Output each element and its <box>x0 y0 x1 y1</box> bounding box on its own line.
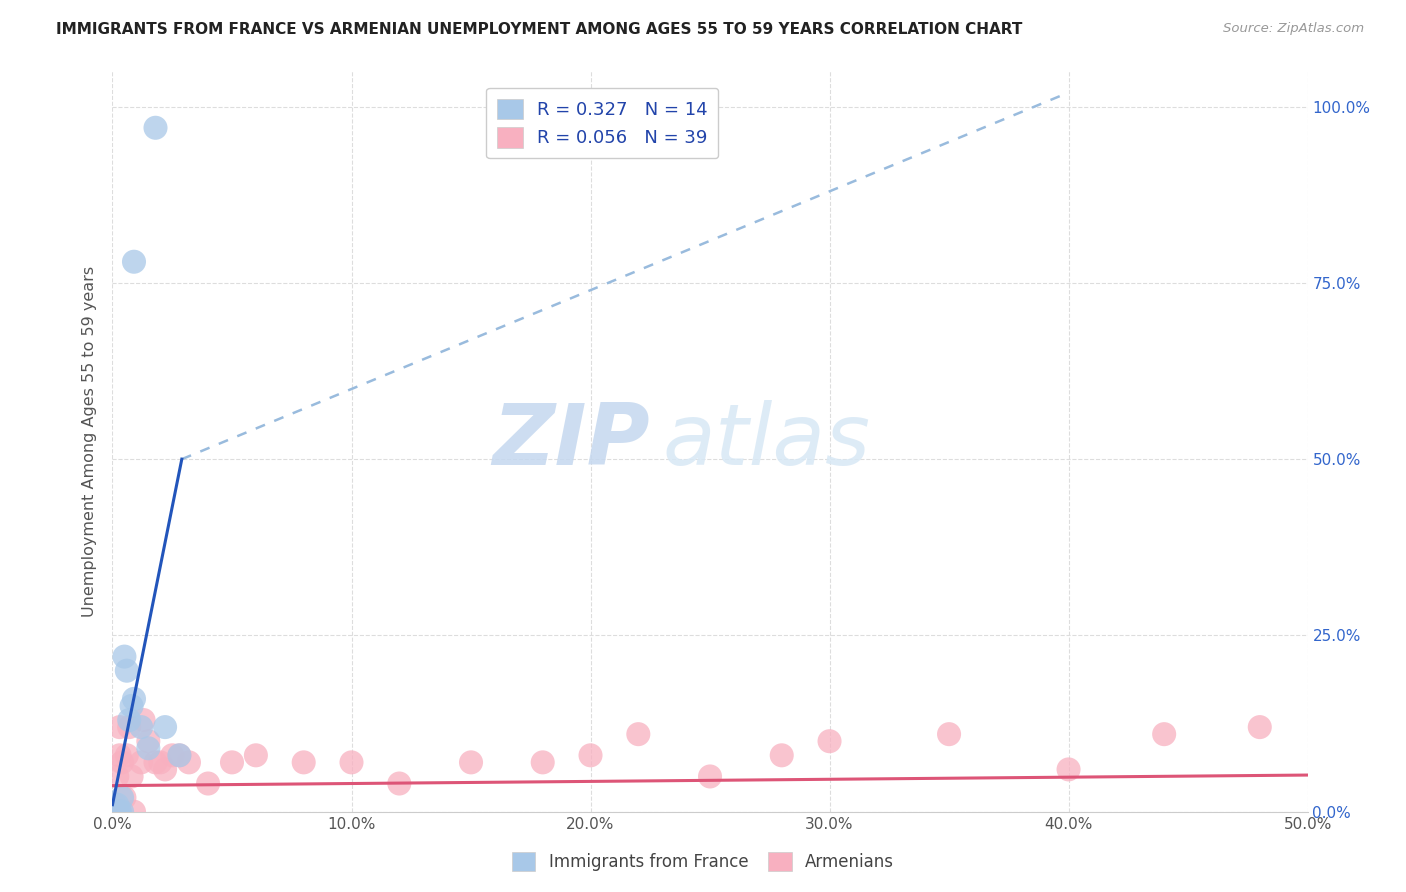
Point <box>104 805 127 819</box>
Point <box>292 756 315 770</box>
Point <box>121 769 143 783</box>
Point <box>699 769 721 783</box>
Point <box>114 790 135 805</box>
Point <box>153 720 176 734</box>
Text: IMMIGRANTS FROM FRANCE VS ARMENIAN UNEMPLOYMENT AMONG AGES 55 TO 59 YEARS CORREL: IMMIGRANTS FROM FRANCE VS ARMENIAN UNEMP… <box>56 22 1022 37</box>
Point <box>105 805 128 819</box>
Point <box>531 756 554 770</box>
Point <box>132 713 155 727</box>
Point <box>108 805 131 819</box>
Point <box>138 734 160 748</box>
Point <box>818 734 841 748</box>
Point <box>115 748 138 763</box>
Point <box>770 748 793 763</box>
Point <box>111 756 134 770</box>
Point <box>108 805 131 819</box>
Text: Source: ZipAtlas.com: Source: ZipAtlas.com <box>1223 22 1364 36</box>
Point <box>162 748 183 763</box>
Legend: Immigrants from France, Armenians: Immigrants from France, Armenians <box>503 843 903 880</box>
Point <box>169 748 191 763</box>
Point <box>197 776 219 790</box>
Point <box>105 805 128 819</box>
Point <box>104 797 127 812</box>
Point <box>115 664 138 678</box>
Point <box>118 720 141 734</box>
Point <box>245 748 267 763</box>
Point <box>129 720 152 734</box>
Point <box>108 748 131 763</box>
Point <box>221 756 243 770</box>
Point <box>122 805 145 819</box>
Point <box>122 254 145 268</box>
Point <box>1057 763 1080 777</box>
Point <box>460 756 482 770</box>
Point <box>340 756 363 770</box>
Text: atlas: atlas <box>662 400 870 483</box>
Point <box>105 797 128 812</box>
Point <box>105 769 128 783</box>
Point <box>104 805 127 819</box>
Point <box>101 805 124 819</box>
Point <box>145 756 167 770</box>
Point <box>118 713 141 727</box>
Point <box>153 763 176 777</box>
Point <box>1249 720 1271 734</box>
Point <box>579 748 602 763</box>
Y-axis label: Unemployment Among Ages 55 to 59 years: Unemployment Among Ages 55 to 59 years <box>82 266 97 617</box>
Point <box>145 120 167 135</box>
Point <box>114 649 135 664</box>
Point <box>169 748 191 763</box>
Point <box>108 720 131 734</box>
Point <box>121 698 143 713</box>
Point <box>149 756 172 770</box>
Point <box>111 790 134 805</box>
Point <box>104 805 127 819</box>
Point <box>111 805 134 819</box>
Point <box>122 692 145 706</box>
Point <box>138 741 160 756</box>
Point <box>938 727 960 741</box>
Point <box>1153 727 1175 741</box>
Point <box>388 776 411 790</box>
Legend: R = 0.327   N = 14, R = 0.056   N = 39: R = 0.327 N = 14, R = 0.056 N = 39 <box>486 87 718 159</box>
Text: ZIP: ZIP <box>492 400 651 483</box>
Point <box>129 756 152 770</box>
Point <box>177 756 200 770</box>
Point <box>627 727 650 741</box>
